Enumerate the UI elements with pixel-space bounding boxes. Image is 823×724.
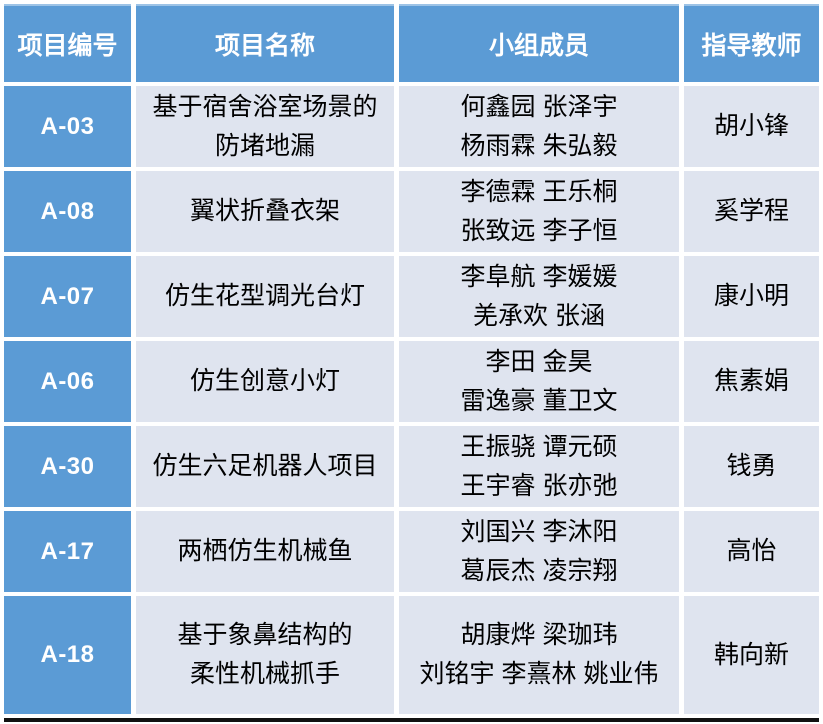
- table-row: A-07 仿生花型调光台灯 李阜航 李媛媛 羌承欢 张涵 康小明: [4, 256, 819, 337]
- advisor-cell: 胡小锋: [684, 86, 819, 167]
- table-row: A-18 基于象鼻结构的 柔性机械抓手 胡康烨 梁珈玮 刘铭宇 李熹林 姚业伟 …: [4, 596, 819, 714]
- advisor-cell: 康小明: [684, 256, 819, 337]
- table-row: A-08 翼状折叠衣架 李德霖 王乐桐 张致远 李子恒 奚学程: [4, 171, 819, 252]
- members-cell: 胡康烨 梁珈玮 刘铭宇 李熹林 姚业伟: [399, 596, 679, 714]
- table-bottom-border: [4, 718, 819, 722]
- project-name-cell: 仿生六足机器人项目: [136, 426, 394, 507]
- members-cell: 刘国兴 李沐阳 葛辰杰 凌宗翔: [399, 511, 679, 592]
- header-group-members: 小组成员: [399, 4, 679, 82]
- table-row: A-06 仿生创意小灯 李田 金昊 雷逸豪 董卫文 焦素娟: [4, 341, 819, 422]
- project-id-cell: A-03: [4, 86, 131, 167]
- project-id-cell: A-08: [4, 171, 131, 252]
- project-name-cell: 仿生花型调光台灯: [136, 256, 394, 337]
- table-header-row: 项目编号 项目名称 小组成员 指导教师: [4, 4, 819, 82]
- advisor-cell: 奚学程: [684, 171, 819, 252]
- members-cell: 李田 金昊 雷逸豪 董卫文: [399, 341, 679, 422]
- project-name-cell: 翼状折叠衣架: [136, 171, 394, 252]
- members-cell: 何鑫园 张泽宇 杨雨霖 朱弘毅: [399, 86, 679, 167]
- project-id-cell: A-07: [4, 256, 131, 337]
- project-id-cell: A-18: [4, 596, 131, 714]
- project-name-cell: 两栖仿生机械鱼: [136, 511, 394, 592]
- header-project-id: 项目编号: [4, 4, 131, 82]
- advisor-cell: 焦素娟: [684, 341, 819, 422]
- project-name-cell: 仿生创意小灯: [136, 341, 394, 422]
- advisor-cell: 高怡: [684, 511, 819, 592]
- members-cell: 王振骁 谭元硕 王宇睿 张亦弛: [399, 426, 679, 507]
- table-row: A-03 基于宿舍浴室场景的 防堵地漏 何鑫园 张泽宇 杨雨霖 朱弘毅 胡小锋: [4, 86, 819, 167]
- table-row: A-30 仿生六足机器人项目 王振骁 谭元硕 王宇睿 张亦弛 钱勇: [4, 426, 819, 507]
- project-id-cell: A-17: [4, 511, 131, 592]
- header-advisor: 指导教师: [684, 4, 819, 82]
- projects-table: 项目编号 项目名称 小组成员 指导教师 A-03 基于宿舍浴室场景的 防堵地漏 …: [4, 4, 819, 722]
- project-name-cell: 基于宿舍浴室场景的 防堵地漏: [136, 86, 394, 167]
- project-id-cell: A-30: [4, 426, 131, 507]
- table-row: A-17 两栖仿生机械鱼 刘国兴 李沐阳 葛辰杰 凌宗翔 高怡: [4, 511, 819, 592]
- members-cell: 李阜航 李媛媛 羌承欢 张涵: [399, 256, 679, 337]
- header-project-name: 项目名称: [136, 4, 394, 82]
- advisor-cell: 韩向新: [684, 596, 819, 714]
- members-cell: 李德霖 王乐桐 张致远 李子恒: [399, 171, 679, 252]
- project-name-cell: 基于象鼻结构的 柔性机械抓手: [136, 596, 394, 714]
- advisor-cell: 钱勇: [684, 426, 819, 507]
- project-id-cell: A-06: [4, 341, 131, 422]
